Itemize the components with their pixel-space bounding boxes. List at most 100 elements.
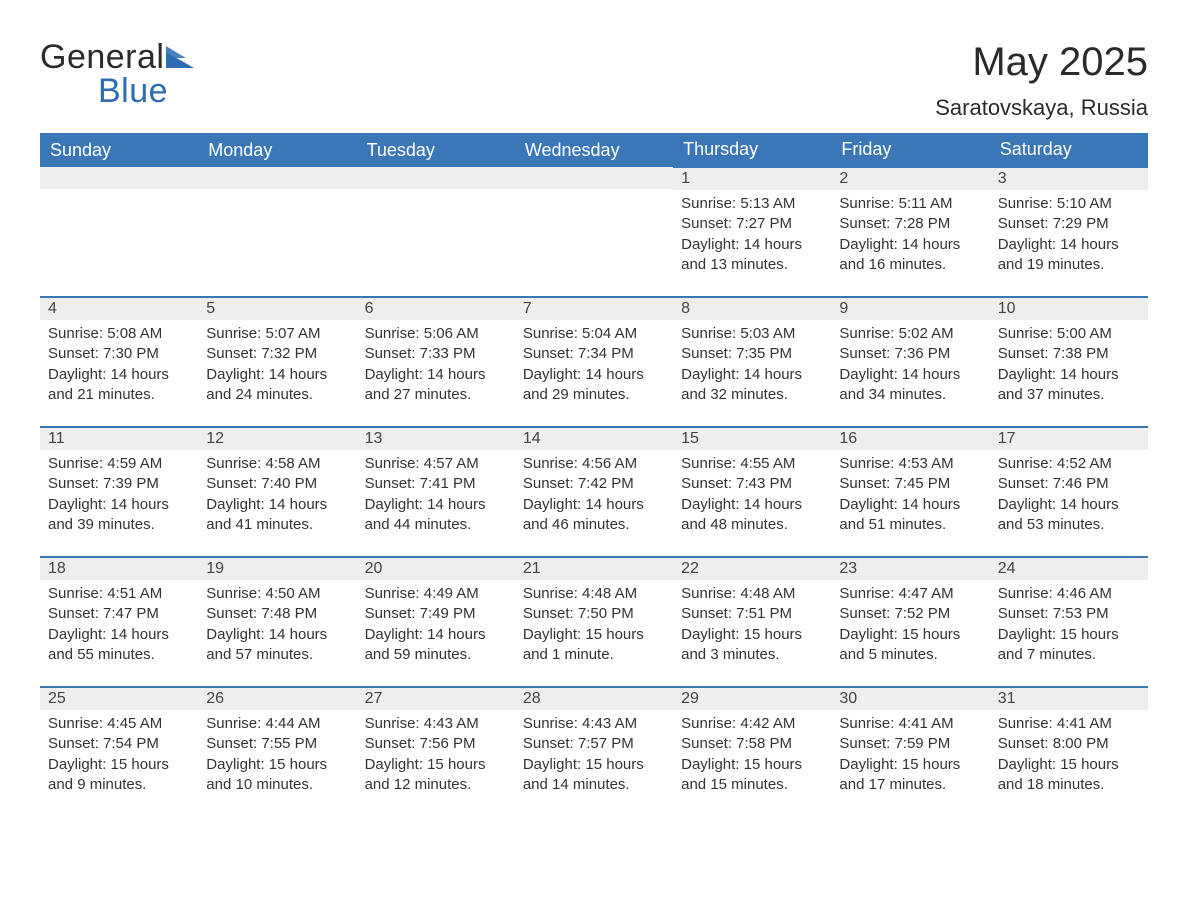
day-cell: 11Sunrise: 4:59 AMSunset: 7:39 PMDayligh… (40, 427, 198, 557)
daylight-line: Daylight: 14 hours and 44 minutes. (365, 495, 507, 536)
daylight-line: Daylight: 14 hours and 19 minutes. (998, 235, 1140, 276)
day-details: Sunrise: 4:45 AMSunset: 7:54 PMDaylight:… (40, 710, 198, 805)
sunset-line: Sunset: 7:58 PM (681, 734, 823, 754)
daylight-line: Daylight: 15 hours and 3 minutes. (681, 625, 823, 666)
day-details: Sunrise: 4:43 AMSunset: 7:57 PMDaylight:… (515, 710, 673, 805)
empty-cell (357, 167, 515, 297)
day-cell: 5 Sunrise: 5:07 AMSunset: 7:32 PMDaylight… (198, 297, 356, 427)
day-cell: 24Sunrise: 4:46 AMSunset: 7:53 PMDayligh… (990, 557, 1148, 687)
day-details: Sunrise: 4:57 AMSunset: 7:41 PMDaylight:… (357, 450, 515, 545)
day-number: 9 (831, 298, 989, 320)
sunset-line: Sunset: 7:45 PM (839, 474, 981, 494)
day-details: Sunrise: 4:59 AMSunset: 7:39 PMDaylight:… (40, 450, 198, 545)
sunrise-line: Sunrise: 4:49 AM (365, 584, 507, 604)
sunrise-line: Sunrise: 4:45 AM (48, 714, 190, 734)
day-number: 18 (40, 558, 198, 580)
day-details: Sunrise: 4:41 AMSunset: 8:00 PMDaylight:… (990, 710, 1148, 805)
daylight-line: Daylight: 14 hours and 27 minutes. (365, 365, 507, 406)
day-number: 15 (673, 428, 831, 450)
day-details: Sunrise: 5:08 AMSunset: 7:30 PMDaylight:… (40, 320, 198, 415)
sunset-line: Sunset: 7:55 PM (206, 734, 348, 754)
day-details: Sunrise: 4:51 AMSunset: 7:47 PMDaylight:… (40, 580, 198, 675)
day-cell: 19Sunrise: 4:50 AMSunset: 7:48 PMDayligh… (198, 557, 356, 687)
sunset-line: Sunset: 7:33 PM (365, 344, 507, 364)
sunrise-line: Sunrise: 4:52 AM (998, 454, 1140, 474)
day-details: Sunrise: 5:11 AMSunset: 7:28 PMDaylight:… (831, 190, 989, 285)
day-cell: 2Sunrise: 5:11 AMSunset: 7:28 PMDaylight… (831, 167, 989, 297)
brand-flag-icon (166, 40, 194, 74)
sunrise-line: Sunrise: 4:41 AM (998, 714, 1140, 734)
daylight-line: Daylight: 14 hours and 59 minutes. (365, 625, 507, 666)
day-number: 14 (515, 428, 673, 450)
sunrise-line: Sunrise: 4:53 AM (839, 454, 981, 474)
day-number: 19 (198, 558, 356, 580)
day-number: 20 (357, 558, 515, 580)
empty-day (357, 167, 515, 189)
brand-part1: General (40, 38, 164, 76)
daylight-line: Daylight: 14 hours and 53 minutes. (998, 495, 1140, 536)
sunrise-line: Sunrise: 5:06 AM (365, 324, 507, 344)
sunset-line: Sunset: 7:40 PM (206, 474, 348, 494)
sunrise-line: Sunrise: 4:41 AM (839, 714, 981, 734)
sunset-line: Sunset: 7:36 PM (839, 344, 981, 364)
weekday-header: Saturday (990, 133, 1148, 167)
day-number: 30 (831, 688, 989, 710)
empty-day (198, 167, 356, 189)
day-number: 16 (831, 428, 989, 450)
sunset-line: Sunset: 7:56 PM (365, 734, 507, 754)
daylight-line: Daylight: 15 hours and 17 minutes. (839, 755, 981, 796)
day-number: 24 (990, 558, 1148, 580)
day-cell: 12Sunrise: 4:58 AMSunset: 7:40 PMDayligh… (198, 427, 356, 557)
day-number: 5 (198, 298, 356, 320)
day-details: Sunrise: 5:06 AMSunset: 7:33 PMDaylight:… (357, 320, 515, 415)
sunrise-line: Sunrise: 4:59 AM (48, 454, 190, 474)
day-number: 26 (198, 688, 356, 710)
sunset-line: Sunset: 7:29 PM (998, 214, 1140, 234)
daylight-line: Daylight: 14 hours and 46 minutes. (523, 495, 665, 536)
sunrise-line: Sunrise: 5:11 AM (839, 194, 981, 214)
sunrise-line: Sunrise: 4:48 AM (681, 584, 823, 604)
day-number: 29 (673, 688, 831, 710)
day-details: Sunrise: 4:46 AMSunset: 7:53 PMDaylight:… (990, 580, 1148, 675)
calendar-header: SundayMondayTuesdayWednesdayThursdayFrid… (40, 133, 1148, 167)
daylight-line: Daylight: 14 hours and 51 minutes. (839, 495, 981, 536)
sunrise-line: Sunrise: 5:07 AM (206, 324, 348, 344)
sunset-line: Sunset: 7:28 PM (839, 214, 981, 234)
weekday-header: Sunday (40, 133, 198, 167)
weekday-header: Monday (198, 133, 356, 167)
day-cell: 20Sunrise: 4:49 AMSunset: 7:49 PMDayligh… (357, 557, 515, 687)
day-cell: 3Sunrise: 5:10 AMSunset: 7:29 PMDaylight… (990, 167, 1148, 297)
sunset-line: Sunset: 7:34 PM (523, 344, 665, 364)
day-cell: 17Sunrise: 4:52 AMSunset: 7:46 PMDayligh… (990, 427, 1148, 557)
sunset-line: Sunset: 7:32 PM (206, 344, 348, 364)
calendar-body: 1Sunrise: 5:13 AMSunset: 7:27 PMDaylight… (40, 167, 1148, 816)
sunrise-line: Sunrise: 5:10 AM (998, 194, 1140, 214)
sunrise-line: Sunrise: 5:08 AM (48, 324, 190, 344)
day-details: Sunrise: 4:58 AMSunset: 7:40 PMDaylight:… (198, 450, 356, 545)
day-cell: 30Sunrise: 4:41 AMSunset: 7:59 PMDayligh… (831, 687, 989, 816)
day-cell: 9Sunrise: 5:02 AMSunset: 7:36 PMDaylight… (831, 297, 989, 427)
sunset-line: Sunset: 7:39 PM (48, 474, 190, 494)
daylight-line: Daylight: 15 hours and 7 minutes. (998, 625, 1140, 666)
day-number: 4 (40, 298, 198, 320)
sunset-line: Sunset: 7:38 PM (998, 344, 1140, 364)
daylight-line: Daylight: 14 hours and 24 minutes. (206, 365, 348, 406)
sunrise-line: Sunrise: 5:00 AM (998, 324, 1140, 344)
sunrise-line: Sunrise: 4:58 AM (206, 454, 348, 474)
day-details: Sunrise: 4:43 AMSunset: 7:56 PMDaylight:… (357, 710, 515, 805)
location-label: Saratovskaya, Russia (935, 95, 1148, 121)
day-number: 8 (673, 298, 831, 320)
daylight-line: Daylight: 14 hours and 34 minutes. (839, 365, 981, 406)
daylight-line: Daylight: 14 hours and 29 minutes. (523, 365, 665, 406)
day-cell: 8Sunrise: 5:03 AMSunset: 7:35 PMDaylight… (673, 297, 831, 427)
day-number: 11 (40, 428, 198, 450)
sunrise-line: Sunrise: 4:50 AM (206, 584, 348, 604)
day-details: Sunrise: 5:10 AMSunset: 7:29 PMDaylight:… (990, 190, 1148, 285)
sunrise-line: Sunrise: 4:46 AM (998, 584, 1140, 604)
day-cell: 6Sunrise: 5:06 AMSunset: 7:33 PMDaylight… (357, 297, 515, 427)
sunset-line: Sunset: 7:52 PM (839, 604, 981, 624)
daylight-line: Daylight: 15 hours and 10 minutes. (206, 755, 348, 796)
day-number: 21 (515, 558, 673, 580)
empty-cell (198, 167, 356, 297)
daylight-line: Daylight: 14 hours and 16 minutes. (839, 235, 981, 276)
